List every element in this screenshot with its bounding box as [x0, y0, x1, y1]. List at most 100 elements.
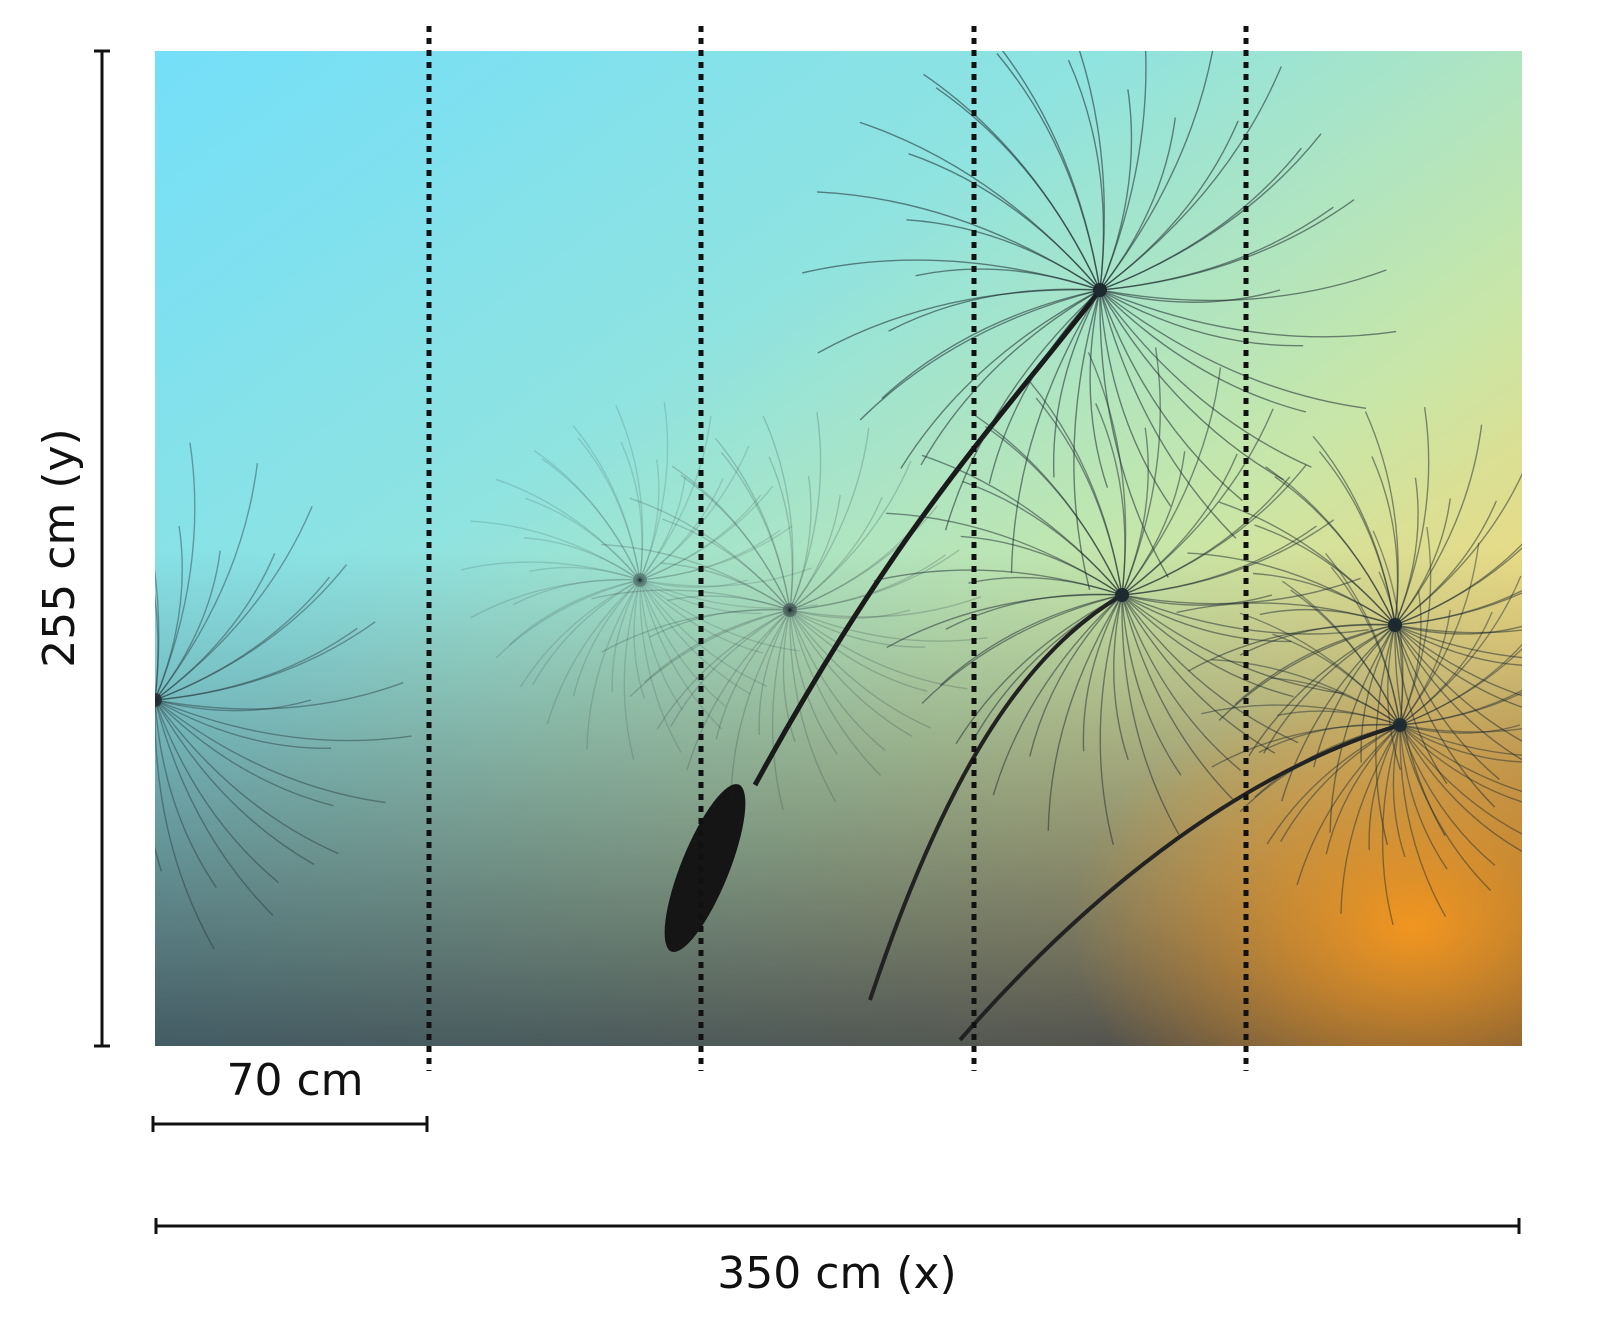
seed-filament: [1218, 624, 1396, 721]
seed-filament: [155, 700, 163, 872]
seed-filament: [1010, 289, 1101, 574]
seed-filament: [639, 579, 749, 588]
seed-filament: [1099, 66, 1282, 291]
wallpaper-photo: [155, 51, 1522, 1046]
seed-filament: [789, 609, 911, 619]
seed-filament: [155, 700, 156, 701]
seed-filament: [1399, 692, 1522, 726]
seed-filament: [789, 609, 926, 648]
seed-filament: [532, 579, 641, 686]
seed-filament: [1121, 594, 1276, 754]
seed-filament: [155, 700, 156, 702]
seed-filament: [1099, 289, 1169, 578]
seed-filament: [1121, 464, 1307, 596]
seed-filament: [1052, 289, 1101, 478]
seed-filament: [1399, 724, 1522, 763]
seed-filament: [1239, 612, 1401, 726]
seed-filament: [629, 497, 791, 611]
seed-filament: [1001, 51, 1101, 291]
seed-filament: [1312, 435, 1396, 626]
seed-filament: [1234, 624, 1396, 706]
seed-filament: [1099, 51, 1214, 291]
seed-filament: [972, 594, 1123, 742]
seed-filament: [1099, 289, 1172, 507]
seed-filament: [1263, 624, 1396, 754]
seed-filament: [789, 609, 882, 777]
seed-filament: [639, 579, 818, 609]
seed-filament: [789, 494, 841, 611]
seed-filament: [155, 700, 156, 701]
seed-filament: [1272, 633, 1401, 726]
seed-filament: [155, 699, 386, 804]
seed-filament: [155, 621, 376, 701]
seed-filament: [1121, 594, 1273, 606]
seed-filament: [1394, 624, 1448, 785]
seed-filament: [1121, 367, 1222, 596]
seed-filament: [1121, 525, 1317, 596]
seed-filament: [935, 87, 1101, 291]
seed-filament: [1394, 624, 1522, 659]
seed-filament: [1394, 424, 1483, 626]
seed-filament: [789, 609, 838, 755]
seed-filament: [1254, 524, 1396, 626]
seed-filament: [155, 699, 279, 884]
seed-head-center: [1388, 618, 1402, 632]
seed-filament: [519, 579, 641, 688]
seed-filament: [789, 609, 886, 751]
seed-filament: [1239, 724, 1401, 813]
seed-filament: [888, 288, 1101, 332]
seed-filament: [1211, 658, 1401, 726]
seed-filament: [686, 609, 791, 771]
seed-filament: [1121, 594, 1180, 835]
seed-filament: [1399, 724, 1521, 734]
seed-filament: [900, 289, 1101, 469]
seed-filament: [639, 485, 774, 581]
seed-filament: [944, 289, 1101, 531]
seed-filament: [939, 594, 1123, 686]
seed-filament: [1099, 289, 1284, 481]
seed-filament: [1340, 724, 1401, 914]
seed-filament: [1394, 624, 1500, 780]
seed-filament: [1201, 704, 1401, 726]
seed-filament: [758, 609, 791, 736]
seed-filament: [1399, 542, 1480, 726]
seed-filament: [1399, 724, 1522, 835]
seed-filament: [1099, 289, 1397, 338]
seed-filament: [670, 609, 791, 727]
seed-filament: [1394, 624, 1522, 708]
seed: [664, 784, 746, 952]
seed-filament: [662, 518, 791, 611]
seed-filament: [639, 529, 781, 581]
seed-filament: [671, 465, 791, 611]
seed-filament: [817, 288, 1101, 354]
seed-filament: [1325, 724, 1401, 855]
seed-filament: [921, 594, 1123, 704]
seed-filament: [1394, 624, 1522, 634]
seed-filament: [601, 543, 791, 611]
seed-filament: [1290, 589, 1401, 726]
seed-filament: [586, 579, 641, 750]
seed-filament: [960, 535, 1123, 596]
seed-filament: [620, 441, 643, 581]
seed-filament: [955, 594, 1123, 745]
seed-filament: [680, 474, 791, 611]
height-label: 255 cm (y): [34, 428, 85, 667]
seed-filament: [572, 579, 641, 697]
seed-filament: [155, 550, 221, 701]
seed-filament: [1399, 643, 1522, 726]
seed-filament: [906, 219, 1101, 291]
seed-filament: [1281, 580, 1401, 726]
seed-filament: [1394, 624, 1496, 808]
seed-filament: [789, 609, 928, 692]
seed-filament: [789, 596, 982, 618]
seed-filament: [155, 699, 156, 700]
seed-filament: [533, 450, 641, 581]
seed-filament: [1399, 575, 1522, 726]
seed-filament: [623, 579, 641, 761]
seed-filament: [789, 609, 968, 690]
seed-filament: [1399, 724, 1522, 803]
seed-filament: [155, 700, 156, 701]
seed-filament: [1399, 724, 1447, 917]
seed-filament: [789, 554, 946, 611]
